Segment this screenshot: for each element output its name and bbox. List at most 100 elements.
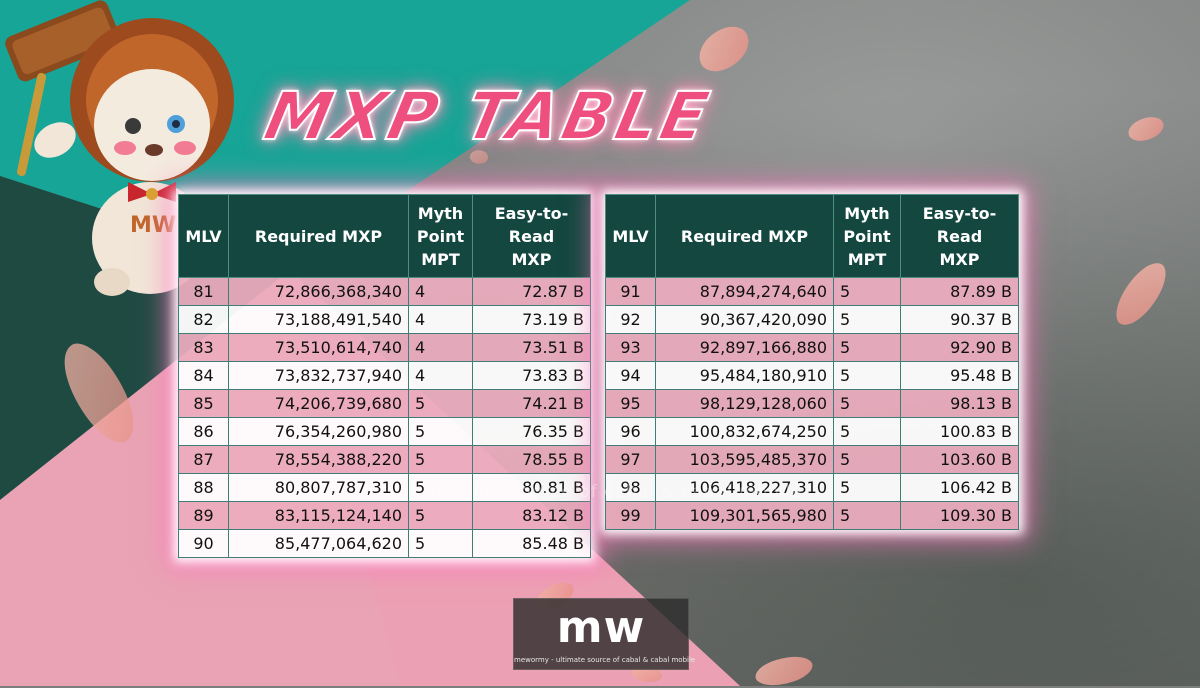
cell-mpt: 5	[408, 417, 473, 446]
cell-easy-mxp: 106.42 B	[900, 473, 1019, 502]
cell-mpt: 4	[408, 361, 473, 390]
cell-mpt: 4	[408, 305, 473, 334]
cell-mpt: 5	[408, 473, 473, 502]
header-easy-line2: MXP	[939, 249, 980, 269]
table-row: 93 92,897,166,880 5 92.90 B	[605, 333, 1019, 362]
cell-mlv: 87	[178, 445, 229, 474]
cell-easy-mxp: 85.48 B	[472, 529, 591, 558]
cell-easy-mxp: 78.55 B	[472, 445, 591, 474]
cell-easy-mxp: 73.83 B	[472, 361, 591, 390]
cell-mpt: 5	[408, 529, 473, 558]
cell-required-mxp: 83,115,124,140	[228, 501, 409, 530]
cell-mlv: 92	[605, 305, 656, 334]
cell-easy-mxp: 109.30 B	[900, 501, 1019, 530]
table-row: 90 85,477,064,620 5 85.48 B	[178, 529, 591, 558]
cell-required-mxp: 74,206,739,680	[228, 389, 409, 418]
mxp-table: MLV Required MXP Myth Point MPT Easy-to-…	[605, 194, 1019, 530]
cell-mpt: 4	[408, 333, 473, 362]
cell-mpt: 5	[833, 305, 901, 334]
header-myth-line1: Myth	[844, 203, 890, 223]
cell-required-mxp: 73,188,491,540	[228, 305, 409, 334]
header-easy-mxp: Easy-to-Read MXP	[900, 194, 1019, 278]
header-mlv: MLV	[605, 194, 656, 278]
cell-easy-mxp: 87.89 B	[900, 277, 1019, 306]
header-required-mxp: Required MXP	[228, 194, 409, 278]
table-row: 99 109,301,565,980 5 109.30 B	[605, 501, 1019, 530]
header-mlv: MLV	[178, 194, 229, 278]
cell-required-mxp: 109,301,565,980	[655, 501, 834, 530]
cell-required-mxp: 87,894,274,640	[655, 277, 834, 306]
header-easy-mxp: Easy-to-Read MXP	[472, 194, 591, 278]
cell-mlv: 84	[178, 361, 229, 390]
svg-text:MW: MW	[130, 213, 176, 238]
table-row: 85 74,206,739,680 5 74.21 B	[178, 389, 591, 418]
table-row: 81 72,866,368,340 4 72.87 B	[178, 277, 591, 306]
header-myth-point: Myth Point MPT	[833, 194, 901, 278]
cell-easy-mxp: 72.87 B	[472, 277, 591, 306]
cell-required-mxp: 85,477,064,620	[228, 529, 409, 558]
cell-required-mxp: 106,418,227,310	[655, 473, 834, 502]
cell-required-mxp: 80,807,787,310	[228, 473, 409, 502]
mxp-table: MLV Required MXP Myth Point MPT Easy-to-…	[178, 194, 591, 558]
cell-required-mxp: 78,554,388,220	[228, 445, 409, 474]
cell-mlv: 89	[178, 501, 229, 530]
header-myth-line3: MPT	[847, 249, 887, 269]
table-row: 84 73,832,737,940 4 73.83 B	[178, 361, 591, 390]
table-row: 96 100,832,674,250 5 100.83 B	[605, 417, 1019, 446]
cell-mlv: 94	[605, 361, 656, 390]
table-row: 86 76,354,260,980 5 76.35 B	[178, 417, 591, 446]
header-required-mxp: Required MXP	[655, 194, 834, 278]
cell-mlv: 86	[178, 417, 229, 446]
cell-required-mxp: 73,510,614,740	[228, 333, 409, 362]
cell-mpt: 5	[833, 501, 901, 530]
cell-easy-mxp: 73.19 B	[472, 305, 591, 334]
header-myth-line2: Point	[416, 226, 465, 246]
cell-mlv: 91	[605, 277, 656, 306]
cell-easy-mxp: 92.90 B	[900, 333, 1019, 362]
cell-mpt: 5	[833, 473, 901, 502]
cell-mlv: 88	[178, 473, 229, 502]
cell-easy-mxp: 73.51 B	[472, 333, 591, 362]
cell-mpt: 5	[408, 389, 473, 418]
cell-easy-mxp: 83.12 B	[472, 501, 591, 530]
table-row: 87 78,554,388,220 5 78.55 B	[178, 445, 591, 474]
table-header-row: MLV Required MXP Myth Point MPT Easy-to-…	[178, 194, 591, 278]
cell-required-mxp: 95,484,180,910	[655, 361, 834, 390]
cell-mpt: 4	[408, 277, 473, 306]
cell-mpt: 5	[833, 277, 901, 306]
table-row: 92 90,367,420,090 5 90.37 B	[605, 305, 1019, 334]
cell-easy-mxp: 95.48 B	[900, 361, 1019, 390]
cell-mlv: 98	[605, 473, 656, 502]
cell-mlv: 95	[605, 389, 656, 418]
cell-mlv: 93	[605, 333, 656, 362]
cell-mlv: 96	[605, 417, 656, 446]
cell-required-mxp: 92,897,166,880	[655, 333, 834, 362]
cell-mpt: 5	[833, 417, 901, 446]
cell-mpt: 5	[833, 333, 901, 362]
header-myth-line1: Myth	[417, 203, 464, 223]
table-row: 83 73,510,614,740 4 73.51 B	[178, 333, 591, 362]
table-row: 97 103,595,485,370 5 103.60 B	[605, 445, 1019, 474]
page-title: MXP TABLE	[257, 77, 719, 156]
table-row: 88 80,807,787,310 5 80.81 B	[178, 473, 591, 502]
cell-easy-mxp: 90.37 B	[900, 305, 1019, 334]
table-header-row: MLV Required MXP Myth Point MPT Easy-to-…	[605, 194, 1019, 278]
header-easy-line2: MXP	[511, 249, 552, 269]
cell-mlv: 90	[178, 529, 229, 558]
cell-mlv: 99	[605, 501, 656, 530]
table-row: 82 73,188,491,540 4 73.19 B	[178, 305, 591, 334]
mxp-table-right: MLV Required MXP Myth Point MPT Easy-to-…	[605, 194, 1019, 530]
cell-required-mxp: 103,595,485,370	[655, 445, 834, 474]
mxp-table-left: MLV Required MXP Myth Point MPT Easy-to-…	[178, 194, 591, 558]
cell-required-mxp: 98,129,128,060	[655, 389, 834, 418]
cell-mlv: 83	[178, 333, 229, 362]
cell-required-mxp: 73,832,737,940	[228, 361, 409, 390]
header-myth-point: Myth Point MPT	[408, 194, 473, 278]
table-row: 98 106,418,227,310 5 106.42 B	[605, 473, 1019, 502]
cell-mpt: 5	[408, 501, 473, 530]
cell-mlv: 97	[605, 445, 656, 474]
header-easy-line1: Easy-to-Read	[494, 203, 569, 246]
cell-mpt: 5	[833, 361, 901, 390]
cell-easy-mxp: 98.13 B	[900, 389, 1019, 418]
cell-easy-mxp: 80.81 B	[472, 473, 591, 502]
